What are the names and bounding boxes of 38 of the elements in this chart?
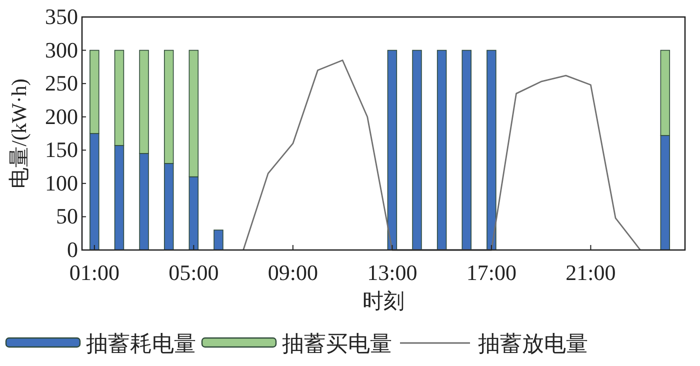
bar bbox=[188, 176, 199, 250]
legend-label: 抽蓄买电量 bbox=[282, 331, 392, 356]
y-tick-label: 50 bbox=[56, 204, 78, 229]
bar bbox=[164, 50, 174, 164]
bar bbox=[462, 50, 472, 250]
bar bbox=[660, 135, 670, 250]
x-tick-label: 05:00 bbox=[168, 260, 219, 285]
bar bbox=[114, 145, 124, 250]
x-tick-label: 17:00 bbox=[466, 260, 517, 285]
y-tick-label: 150 bbox=[45, 137, 78, 162]
line-series bbox=[242, 60, 642, 251]
bar bbox=[139, 153, 149, 250]
bar bbox=[486, 50, 496, 250]
x-tick-label: 21:00 bbox=[566, 260, 616, 285]
legend-label: 抽蓄耗电量 bbox=[86, 331, 196, 356]
bar bbox=[660, 50, 670, 136]
x-tick-label: 09:00 bbox=[268, 260, 318, 285]
bar bbox=[188, 50, 199, 178]
bar bbox=[387, 50, 398, 250]
bar bbox=[214, 230, 224, 250]
bar bbox=[90, 50, 100, 134]
bar bbox=[436, 50, 447, 250]
y-tick-label: 350 bbox=[45, 4, 78, 29]
y-tick-label: 200 bbox=[45, 104, 78, 129]
bar bbox=[90, 133, 100, 250]
x-tick-label: 13:00 bbox=[367, 260, 418, 285]
bar bbox=[412, 50, 422, 250]
y-tick-label: 250 bbox=[45, 70, 78, 96]
x-axis-title: 时刻 bbox=[362, 289, 404, 313]
x-tick-label: 01:00 bbox=[69, 260, 120, 285]
y-tick-label: 300 bbox=[45, 37, 78, 62]
y-axis-title: 电量/(kW·h) bbox=[7, 78, 31, 188]
y-tick-label: 0 bbox=[67, 237, 78, 262]
bar bbox=[139, 50, 149, 154]
y-tick-label: 100 bbox=[45, 170, 78, 196]
bar bbox=[164, 163, 174, 250]
legend-label: 抽蓄放电量 bbox=[478, 331, 588, 356]
bar bbox=[114, 50, 124, 146]
